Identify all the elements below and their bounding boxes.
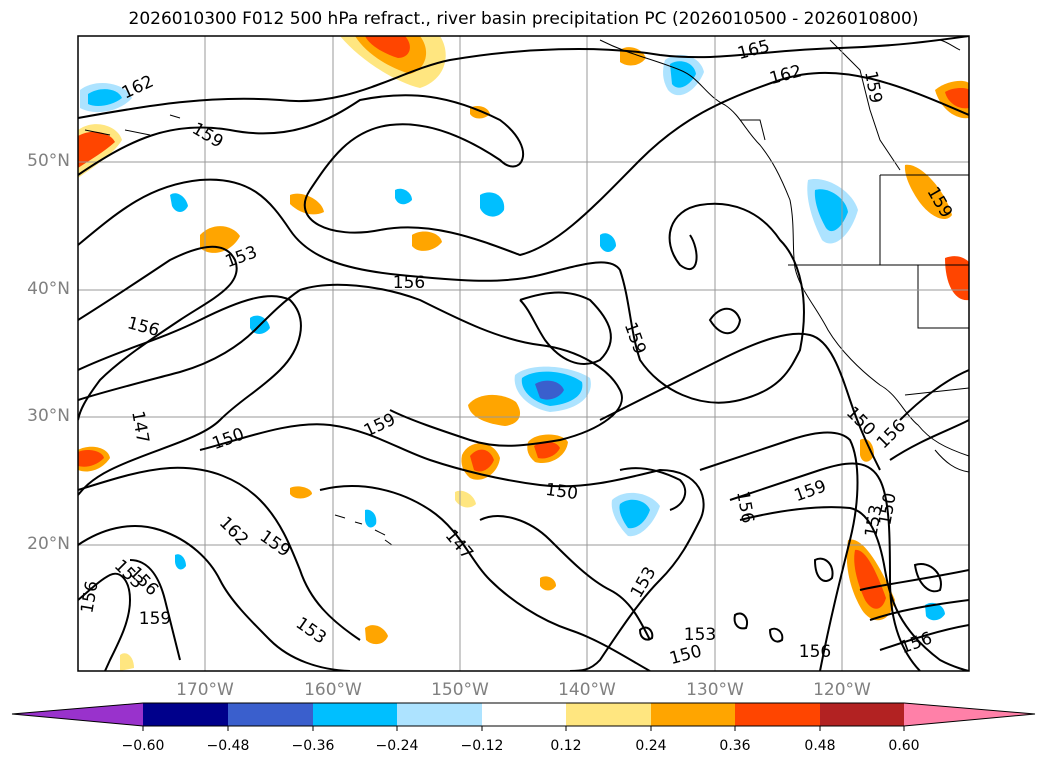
colorbar-tick-label: 0.36: [719, 738, 751, 754]
lat-label: 20°N: [27, 534, 70, 554]
colorbar-tick-label: −0.12: [460, 738, 504, 754]
lon-label: 160°W: [304, 680, 362, 700]
lat-label: 50°N: [27, 151, 70, 171]
colorbar-segment: [482, 703, 566, 726]
graticule: [78, 36, 969, 671]
colorbar-tick-label: −0.24: [375, 738, 419, 754]
contour-label: 150: [544, 480, 579, 504]
lon-label: 130°W: [686, 680, 744, 700]
colorbar-tick-label: −0.48: [206, 738, 250, 754]
contour-label: 156: [799, 642, 831, 662]
lon-label: 170°W: [176, 680, 234, 700]
colorbar-tick-label: 0.24: [635, 738, 667, 754]
colorbar-segment: [651, 703, 735, 726]
colorbar-segment: [735, 703, 820, 726]
map-frame: [77, 35, 970, 672]
colorbar-segment: [820, 703, 904, 726]
colorbar-tick-label: −0.60: [121, 738, 165, 754]
lon-label: 150°W: [431, 680, 489, 700]
colorbar-segment: [12, 703, 143, 726]
colorbar-tick-label: 0.60: [888, 738, 920, 754]
lat-label: 30°N: [27, 406, 70, 426]
contour-label: 156: [393, 273, 425, 293]
colorbar-segment: [397, 703, 482, 726]
precip-shading: [78, 36, 969, 671]
map-title: 2026010300 F012 500 hPa refract., river …: [128, 9, 919, 29]
contour-label: 153: [684, 625, 716, 645]
lon-label: 140°W: [558, 680, 616, 700]
colorbar-segment: [904, 703, 1035, 726]
colorbar-tick-label: 0.12: [550, 738, 582, 754]
colorbar-segment: [566, 703, 651, 726]
colorbar-tick-label: 0.48: [804, 738, 836, 754]
colorbar: [11, 702, 1036, 731]
contour-label: 159: [139, 609, 171, 629]
map-plot-area: 165 162 159 162 159 159 153 156 156 159 …: [78, 36, 969, 671]
lon-label: 120°W: [813, 680, 871, 700]
colorbar-segment: [228, 703, 313, 726]
colorbar-segment: [313, 703, 397, 726]
colorbar-tick-label: −0.36: [291, 738, 335, 754]
lat-label: 40°N: [27, 279, 70, 299]
refractivity-contours: [78, 36, 969, 671]
coastlines: [84, 39, 969, 546]
colorbar-segment: [143, 703, 228, 726]
